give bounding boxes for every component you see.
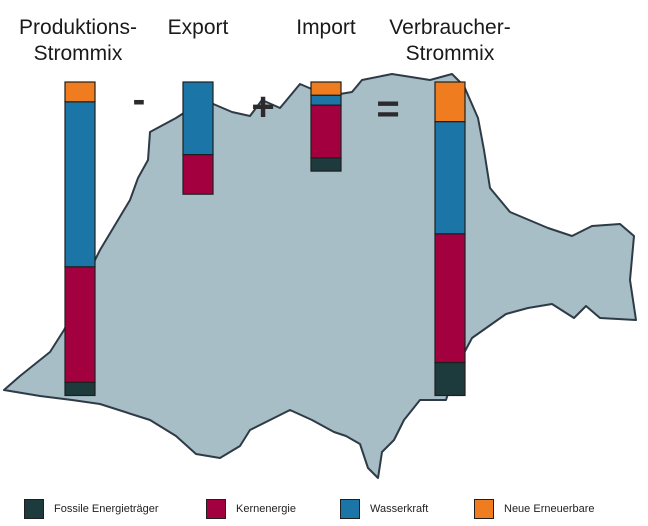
legend-label-wasserkraft: Wasserkraft <box>370 503 429 515</box>
legend-label-kernenergie: Kernenergie <box>236 503 296 515</box>
bar-import-neue-erneuerbare <box>310 81 342 96</box>
bar-verbraucher-fossile-energietr-ger <box>434 361 466 397</box>
bar-export-wasserkraft <box>182 81 214 156</box>
operator-minus: - <box>133 79 146 121</box>
bar-verbraucher-neue-erneuerbare <box>434 81 466 123</box>
bar-produktion-neue-erneuerbare <box>64 81 96 103</box>
legend-swatch-kernenergie <box>206 499 226 519</box>
legend-label-neue-erneuerbare: Neue Erneuerbare <box>504 503 595 515</box>
legend-item-wasserkraft: Wasserkraft <box>340 498 428 520</box>
bar-import-kernenergie <box>310 104 342 159</box>
bar-verbraucher-wasserkraft <box>434 120 466 235</box>
title-verbraucher-line-2: Strommix <box>406 42 495 65</box>
legend-item-fossile: Fossile Energieträger <box>24 498 159 520</box>
legend: Fossile Energieträger Kernenergie Wasser… <box>0 494 648 524</box>
bar-produktion-wasserkraft <box>64 101 96 268</box>
title-verbraucher-line-1: Verbraucher- <box>389 16 510 39</box>
bar-import-fossile-energietr-ger <box>310 157 342 172</box>
title-import-line-1: Import <box>296 16 356 39</box>
bar-produktion-kernenergie <box>64 266 96 383</box>
bar-produktion-fossile-energietr-ger <box>64 381 96 397</box>
title-export-line-1: Export <box>168 16 229 39</box>
operator-equals: = <box>376 87 399 131</box>
title-produktion-line-2: Strommix <box>34 42 123 65</box>
legend-swatch-fossile <box>24 499 44 519</box>
operator-plus: + <box>251 85 274 129</box>
bar-verbraucher-kernenergie <box>434 233 466 364</box>
bar-export-kernenergie <box>182 154 214 195</box>
legend-item-kernenergie: Kernenergie <box>206 498 296 520</box>
legend-item-neue-erneuerbare: Neue Erneuerbare <box>474 498 595 520</box>
legend-swatch-neue-erneuerbare <box>474 499 494 519</box>
title-produktion-line-1: Produktions- <box>19 16 137 39</box>
legend-label-fossile: Fossile Energieträger <box>54 503 159 515</box>
switzerland-map <box>3 73 637 479</box>
bar-import-wasserkraft <box>310 94 342 106</box>
legend-swatch-wasserkraft <box>340 499 360 519</box>
